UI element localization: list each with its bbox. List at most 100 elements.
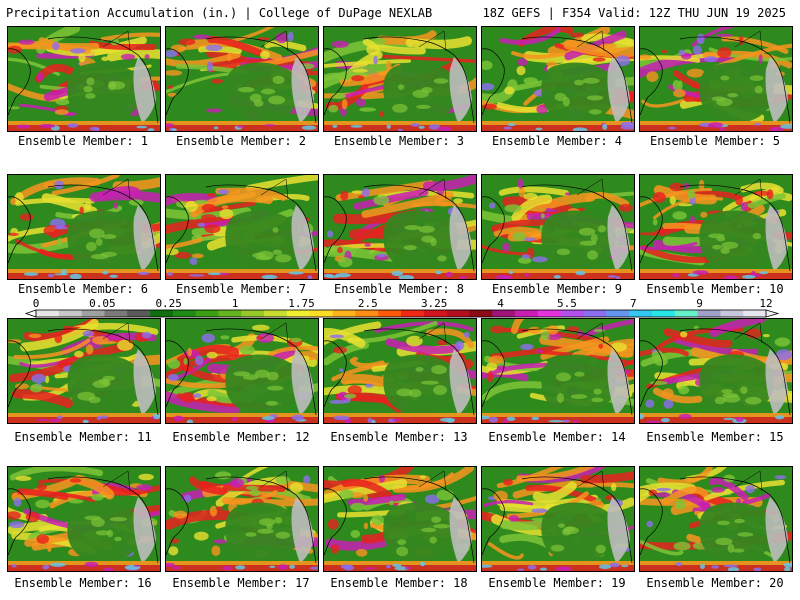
colorbar-swatch xyxy=(537,310,561,317)
ensemble-member-label: Ensemble Member: 2 xyxy=(175,134,307,148)
ensemble-member-map xyxy=(7,174,161,280)
colorbar-swatch xyxy=(560,310,584,317)
colorbar-swatch xyxy=(651,310,676,317)
ensemble-member-map xyxy=(165,174,319,280)
colorbar-swatch xyxy=(127,310,151,317)
precipitation-map-image xyxy=(482,319,634,423)
ensemble-member-map xyxy=(639,318,793,424)
colorbar-swatch xyxy=(58,310,82,317)
precipitation-map-image xyxy=(324,175,476,279)
precipitation-map-image xyxy=(640,319,792,423)
precipitation-map-image xyxy=(640,467,792,571)
precipitation-colorbar: 0 0.05 0.25 1 1.75 2.5 3.25 4 5.5 7 9 12 xyxy=(24,297,780,318)
precipitation-map-image xyxy=(482,175,634,279)
colorbar-swatch xyxy=(446,310,470,317)
colorbar-swatch xyxy=(172,310,196,317)
ensemble-member-map xyxy=(639,466,793,572)
colorbar-swatch xyxy=(583,310,607,317)
colorbar-swatch xyxy=(332,310,356,317)
ensemble-member-label: Ensemble Member: 1 xyxy=(17,134,149,148)
colorbar-swatch xyxy=(469,310,493,317)
precipitation-map-image xyxy=(166,175,318,279)
colorbar-swatch xyxy=(241,310,265,317)
colorbar-swatch xyxy=(378,310,402,317)
colorbar-swatch xyxy=(423,310,447,317)
ensemble-member-map xyxy=(323,318,477,424)
colorbar-swatch xyxy=(81,310,105,317)
colorbar-tick-label: 5.5 xyxy=(557,297,577,310)
precipitation-map-image xyxy=(8,319,160,423)
colorbar-swatch xyxy=(697,310,721,317)
colorbar-swatch xyxy=(606,310,630,317)
ensemble-member-map xyxy=(323,26,477,132)
colorbar-tick-label: 7 xyxy=(630,297,637,310)
precipitation-map-image xyxy=(166,27,318,131)
ensemble-member-map xyxy=(481,466,635,572)
precipitation-map-image xyxy=(640,27,792,131)
ensemble-member-label: Ensemble Member: 3 xyxy=(333,134,465,148)
precipitation-map-image xyxy=(324,467,476,571)
colorbar-swatch xyxy=(264,310,288,317)
ensemble-member-map xyxy=(7,26,161,132)
colorbar-tick-label: 0.05 xyxy=(89,297,116,310)
colorbar-extend-low xyxy=(24,309,37,318)
ensemble-member-label: Ensemble Member: 6 xyxy=(17,282,149,296)
colorbar-swatch xyxy=(36,310,60,317)
colorbar-swatch xyxy=(309,310,333,317)
ensemble-member-label: Ensemble Member: 18 xyxy=(330,576,468,590)
colorbar-tick-label: 1 xyxy=(232,297,239,310)
ensemble-member-map xyxy=(165,26,319,132)
colorbar-tick-label: 1.75 xyxy=(288,297,315,310)
colorbar-swatch xyxy=(743,310,767,317)
ensemble-member-label: Ensemble Member: 17 xyxy=(172,576,310,590)
colorbar-swatch xyxy=(629,310,653,317)
precipitation-map-image xyxy=(482,27,634,131)
ensemble-member-label: Ensemble Member: 13 xyxy=(330,430,468,444)
precipitation-map-image xyxy=(324,319,476,423)
run-info: 18Z GEFS | F354 Valid: 12Z THU JUN 19 20… xyxy=(482,6,786,20)
ensemble-member-map xyxy=(165,318,319,424)
colorbar-tick-label: 4 xyxy=(497,297,504,310)
colorbar-swatch xyxy=(515,310,539,317)
colorbar-frame xyxy=(35,309,767,318)
precipitation-map-image xyxy=(324,27,476,131)
ensemble-member-map xyxy=(323,466,477,572)
colorbar-tick-label: 3.25 xyxy=(421,297,448,310)
colorbar-swatch xyxy=(401,310,425,317)
colorbar-tick-label: 0.25 xyxy=(155,297,182,310)
colorbar-swatch xyxy=(218,310,242,317)
ensemble-member-label: Ensemble Member: 9 xyxy=(491,282,623,296)
ensemble-member-map xyxy=(323,174,477,280)
colorbar-extend-high xyxy=(765,309,780,318)
colorbar-swatch xyxy=(195,310,219,317)
colorbar-tick-label: 12 xyxy=(759,297,772,310)
ensemble-member-label: Ensemble Member: 4 xyxy=(491,134,623,148)
colorbar-swatch xyxy=(492,310,516,317)
precipitation-map-image xyxy=(640,175,792,279)
ensemble-member-map xyxy=(165,466,319,572)
ensemble-member-label: Ensemble Member: 12 xyxy=(172,430,310,444)
precipitation-map-image xyxy=(166,467,318,571)
map-title: Precipitation Accumulation (in.) | Colle… xyxy=(6,6,433,20)
ensemble-member-map xyxy=(481,174,635,280)
colorbar-swatch xyxy=(674,310,698,317)
precipitation-map-image xyxy=(166,319,318,423)
ensemble-member-label: Ensemble Member: 10 xyxy=(646,282,784,296)
ensemble-member-map xyxy=(481,26,635,132)
ensemble-member-map xyxy=(481,318,635,424)
precipitation-map-image xyxy=(8,27,160,131)
colorbar-swatch xyxy=(104,310,128,317)
ensemble-member-label: Ensemble Member: 16 xyxy=(14,576,152,590)
ensemble-member-label: Ensemble Member: 19 xyxy=(488,576,626,590)
ensemble-member-label: Ensemble Member: 15 xyxy=(646,430,784,444)
precipitation-map-image xyxy=(482,467,634,571)
ensemble-member-label: Ensemble Member: 20 xyxy=(646,576,784,590)
ensemble-member-map xyxy=(7,318,161,424)
precipitation-map-image xyxy=(8,467,160,571)
ensemble-member-label: Ensemble Member: 11 xyxy=(14,430,152,444)
colorbar-tick-label: 2.5 xyxy=(358,297,378,310)
ensemble-member-label: Ensemble Member: 14 xyxy=(488,430,626,444)
ensemble-member-label: Ensemble Member: 8 xyxy=(333,282,465,296)
ensemble-member-map xyxy=(7,466,161,572)
colorbar-swatch xyxy=(720,310,744,317)
